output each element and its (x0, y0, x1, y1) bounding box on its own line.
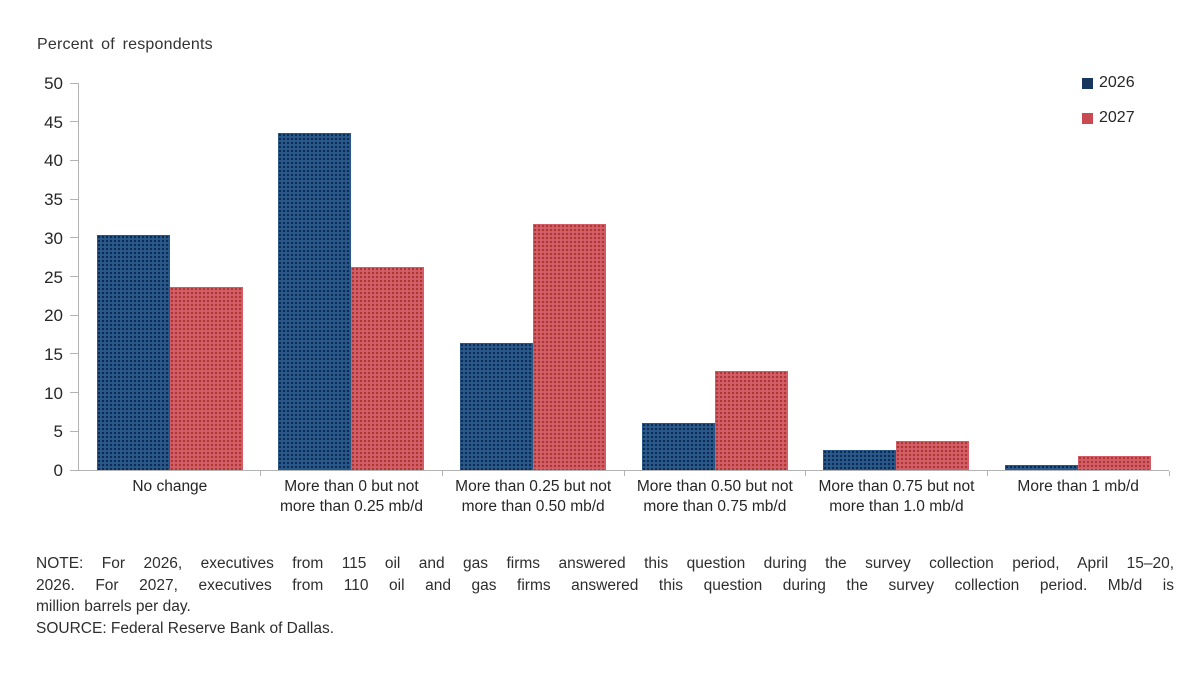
y-tick-mark (70, 198, 78, 200)
x-category-label: More than 0.25 but not more than 0.50 mb… (455, 478, 612, 515)
y-tick-label: 20 (44, 306, 63, 326)
bar-2027 (896, 441, 970, 470)
legend-item-2026: 2026 (1082, 74, 1135, 92)
note-line: million barrels per day. (36, 598, 191, 615)
x-tick-mark (986, 471, 988, 476)
legend-label: 2026 (1099, 74, 1135, 91)
bar-group: More than 1 mb/d (987, 83, 1169, 495)
y-tick-mark (70, 353, 78, 355)
legend-swatch-icon (1082, 77, 1093, 89)
y-tick-label: 30 (44, 228, 63, 248)
y-tick-mark (70, 237, 78, 239)
bar-2026 (641, 422, 715, 470)
y-tick-mark (70, 469, 78, 471)
y-tick-mark (70, 82, 78, 84)
bar-group: More than 0.25 but not more than 0.50 mb… (442, 83, 624, 515)
y-tick-label: 0 (53, 461, 63, 480)
legend-item-2027: 2027 (1082, 109, 1135, 127)
bar-group: More than 0.50 but not more than 0.75 mb… (624, 83, 806, 515)
y-tick-label: 45 (44, 112, 63, 132)
bar-2026 (278, 133, 352, 470)
bar-group: No change (79, 83, 261, 495)
note-line: NOTE: For 2026, executives from 115 oil … (36, 555, 1174, 572)
y-tick-label: 10 (44, 383, 63, 403)
x-category-label: More than 0.50 but not more than 0.75 mb… (636, 478, 793, 515)
bar-2027 (169, 286, 243, 470)
note-line: 2026. For 2027, executives from 110 oil … (36, 576, 1174, 594)
x-tick-mark (805, 471, 807, 476)
bar-group: More than 0.75 but not more than 1.0 mb/… (806, 83, 988, 515)
legend: 2026 2027 (1082, 74, 1135, 144)
x-tick-mark (441, 471, 443, 476)
note-block: NOTE: For 2026, executives from 115 oil … (36, 553, 1174, 639)
legend-swatch-icon (1082, 112, 1093, 124)
bar-2026 (96, 234, 170, 470)
bar-2027 (714, 370, 788, 470)
x-tick-mark (260, 471, 262, 476)
y-tick-label: 35 (44, 190, 63, 210)
y-tick-label: 15 (44, 344, 63, 364)
bar-group: More than 0 but not more than 0.25 mb/d (261, 83, 443, 515)
bar-2026 (823, 449, 897, 470)
y-tick-label: 25 (44, 267, 63, 287)
bar-2027 (533, 223, 607, 470)
x-category-label: No change (132, 478, 208, 495)
bar-2027 (351, 267, 425, 470)
x-category-label: More than 0.75 but not more than 1.0 mb/… (818, 478, 975, 515)
y-tick-mark (70, 276, 78, 277)
y-tick-mark (70, 392, 78, 394)
bar-2026 (1005, 464, 1079, 470)
bar-2026 (460, 343, 534, 470)
x-tick-mark (1168, 471, 1170, 476)
y-axis-title: Percent of respondents (37, 36, 213, 53)
plot-area: 0 5 10 15 20 25 30 35 40 45 50 No change More than 0… (44, 74, 1170, 515)
y-tick-mark (70, 314, 78, 316)
y-tick-mark (70, 159, 78, 161)
x-category-label: More than 0 but not more than 0.25 mb/d (279, 478, 423, 515)
y-tick-label: 40 (44, 151, 63, 171)
bar-2027 (1078, 456, 1152, 470)
source-line: SOURCE: Federal Reserve Bank of Dallas. (36, 619, 335, 637)
y-tick-mark (70, 121, 78, 123)
y-tick-mark (70, 430, 78, 432)
y-tick-label: 50 (44, 74, 63, 93)
y-tick-label: 5 (53, 422, 63, 442)
legend-label: 2027 (1099, 109, 1135, 126)
x-category-label: More than 1 mb/d (1017, 478, 1139, 495)
x-tick-mark (623, 471, 625, 476)
